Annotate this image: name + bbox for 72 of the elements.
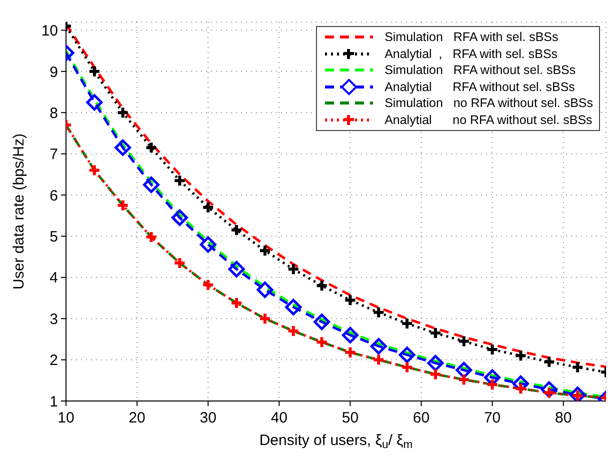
point [88,164,101,177]
y-tick-label: 10 [41,22,58,40]
y-tick-label: 2 [50,352,58,370]
point [314,314,330,330]
point [256,282,274,298]
point [173,174,186,188]
y-tick-label: 8 [50,104,58,122]
point [171,209,188,226]
legend-label: Simulation RFA without sel. sBSs [384,63,576,78]
y-tick-label: 1 [50,393,58,410]
point [486,378,499,392]
point [286,324,300,338]
x-tick-label: 40 [270,410,288,427]
point [116,106,130,120]
y-tick-label: 4 [50,270,58,287]
point [400,317,414,330]
point [202,278,215,292]
point [258,312,272,326]
point [315,279,328,292]
point [230,224,244,237]
y-tick-label: 9 [50,64,58,81]
legend-label: Simulation RFA with sel. sBSs [384,30,558,44]
point [400,360,414,374]
legend-label: Analytial no RFA without sel. sBSs [384,112,592,127]
point [342,326,358,344]
y-tick-label: 3 [50,310,58,328]
y-tick-label: 7 [50,146,58,164]
point [144,141,158,154]
x-tick-label: 60 [412,410,430,427]
point [258,244,272,258]
point [344,294,357,307]
point [315,336,328,349]
y-tick-label: 5 [50,228,58,246]
point [370,338,387,354]
legend-label: Analytial RFA without sel. sBSs [384,80,575,94]
legend-label: Analytial , RFA with sel. sBSs [384,46,558,61]
point [428,368,442,381]
x-tick-label: 80 [555,410,572,427]
point [514,349,528,362]
point [398,346,416,364]
point [200,236,216,253]
point [114,139,132,156]
point [542,355,556,368]
point [427,354,444,372]
point [228,260,245,278]
x-axis-title: Density of users, ξ$_{u}$/ ξ$_{m}$ [259,432,413,452]
x-tick-label: 20 [128,410,146,427]
point [372,306,386,319]
legend-label: Simulation no RFA without sel. sBSs [384,96,593,110]
y-axis-title: User data rate (bps/Hz) [10,134,28,290]
point [344,346,357,359]
point [202,200,215,214]
point [428,326,442,340]
point [571,360,584,374]
x-tick-label: 70 [484,410,501,427]
x-tick-label: 50 [342,410,359,427]
point [86,94,103,111]
y-tick-label: 6 [50,187,58,204]
point [285,298,302,316]
point [116,198,130,212]
point [569,386,586,401]
point [457,373,470,386]
point [372,353,386,366]
point [144,230,158,244]
point [286,262,300,276]
point [173,256,186,270]
point [88,64,101,78]
point [230,296,244,310]
point [457,334,470,348]
point [486,343,499,356]
x-tick-label: 30 [200,410,216,427]
point [143,176,160,193]
